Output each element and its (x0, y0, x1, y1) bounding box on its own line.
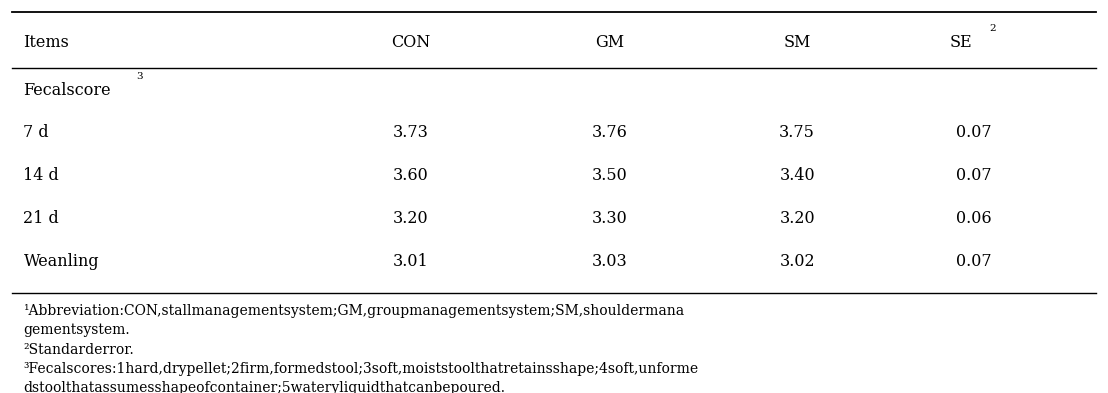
Text: 0.07: 0.07 (956, 124, 992, 141)
Text: ²Standarderror.: ²Standarderror. (23, 343, 134, 356)
Text: 3.02: 3.02 (779, 253, 815, 270)
Text: Weanling: Weanling (23, 253, 99, 270)
Text: 3.76: 3.76 (592, 124, 627, 141)
Text: 7 d: 7 d (23, 124, 49, 141)
Text: CON: CON (391, 34, 430, 51)
Text: 3: 3 (136, 72, 143, 81)
Text: 3.40: 3.40 (779, 167, 815, 184)
Text: 3.20: 3.20 (392, 209, 428, 227)
Text: 3.73: 3.73 (392, 124, 429, 141)
Text: SE: SE (950, 34, 972, 51)
Text: 3.60: 3.60 (392, 167, 428, 184)
Text: 2: 2 (989, 24, 996, 33)
Text: 3.20: 3.20 (779, 209, 815, 227)
Text: 3.03: 3.03 (592, 253, 627, 270)
Text: 21 d: 21 d (23, 209, 59, 227)
Text: Fecalscore: Fecalscore (23, 83, 111, 99)
Text: 0.06: 0.06 (956, 209, 992, 227)
Text: 14 d: 14 d (23, 167, 59, 184)
Text: Items: Items (23, 34, 70, 51)
Text: ¹Abbreviation:CON,stallmanagementsystem;GM,groupmanagementsystem;SM,shouldermana: ¹Abbreviation:CON,stallmanagementsystem;… (23, 304, 685, 318)
Text: 0.07: 0.07 (956, 253, 992, 270)
Text: 3.01: 3.01 (392, 253, 428, 270)
Text: ³Fecalscores:1hard,drypellet;2firm,formedstool;3soft,moiststoolthatretainsshape;: ³Fecalscores:1hard,drypellet;2firm,forme… (23, 362, 699, 376)
Text: dstoolthatassumesshapeofcontainer;5wateryliquidthatcanbepoured.: dstoolthatassumesshapeofcontainer;5water… (23, 381, 505, 393)
Text: 0.07: 0.07 (956, 167, 992, 184)
Text: 3.30: 3.30 (592, 209, 627, 227)
Text: 3.75: 3.75 (779, 124, 815, 141)
Text: GM: GM (595, 34, 624, 51)
Text: 3.50: 3.50 (592, 167, 627, 184)
Text: SM: SM (783, 34, 811, 51)
Text: gementsystem.: gementsystem. (23, 323, 130, 337)
